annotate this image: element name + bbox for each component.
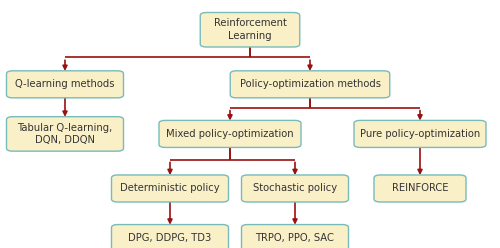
Text: REINFORCE: REINFORCE (392, 184, 448, 193)
FancyBboxPatch shape (200, 12, 300, 47)
Text: TRPO, PPO, SAC: TRPO, PPO, SAC (256, 233, 334, 243)
FancyBboxPatch shape (112, 225, 228, 248)
Text: Pure policy-optimization: Pure policy-optimization (360, 129, 480, 139)
Text: Deterministic policy: Deterministic policy (120, 184, 220, 193)
Text: DPG, DDPG, TD3: DPG, DDPG, TD3 (128, 233, 212, 243)
FancyBboxPatch shape (374, 175, 466, 202)
FancyBboxPatch shape (6, 71, 124, 98)
FancyBboxPatch shape (230, 71, 390, 98)
FancyBboxPatch shape (6, 117, 124, 151)
Text: Stochastic policy: Stochastic policy (253, 184, 337, 193)
FancyBboxPatch shape (159, 120, 301, 147)
Text: Mixed policy-optimization: Mixed policy-optimization (166, 129, 294, 139)
Text: Policy-optimization methods: Policy-optimization methods (240, 79, 380, 89)
Text: Reinforcement
Learning: Reinforcement Learning (214, 18, 286, 41)
FancyBboxPatch shape (112, 175, 228, 202)
FancyBboxPatch shape (354, 120, 486, 147)
FancyBboxPatch shape (242, 175, 348, 202)
Text: Tabular Q-learning,
DQN, DDQN: Tabular Q-learning, DQN, DDQN (18, 123, 112, 145)
FancyBboxPatch shape (242, 225, 348, 248)
Text: Q-learning methods: Q-learning methods (15, 79, 115, 89)
